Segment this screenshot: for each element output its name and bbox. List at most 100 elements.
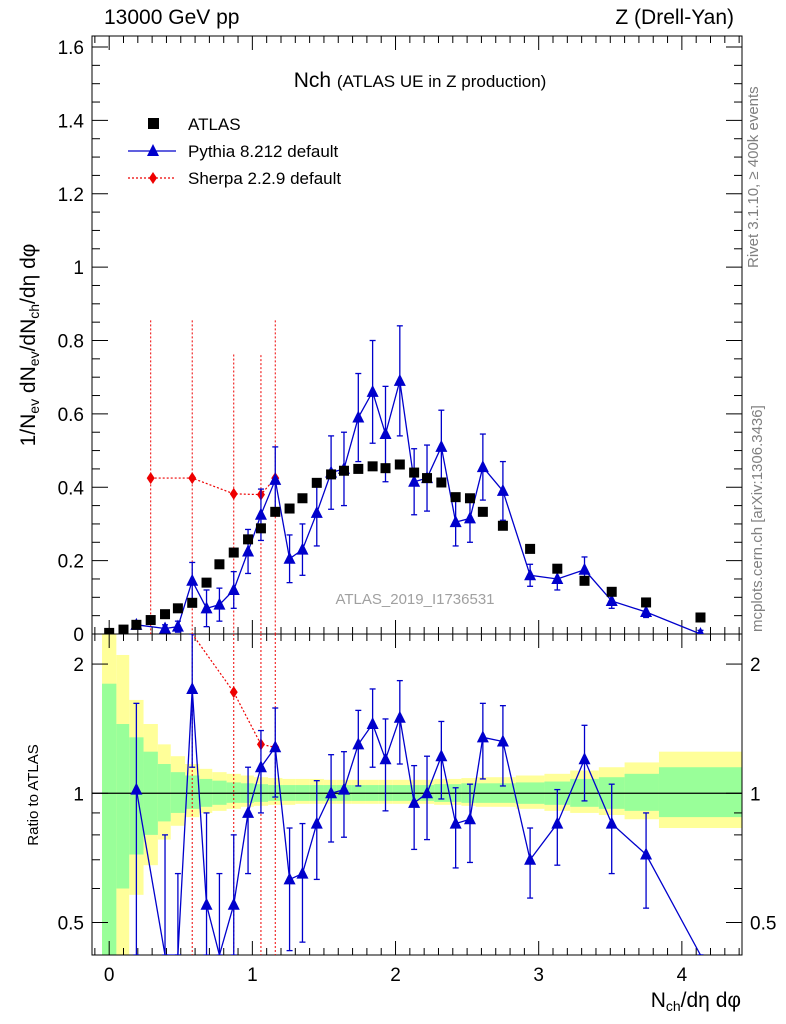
y-axis-label-part: /dη dφ — [17, 244, 40, 304]
atlas-point — [477, 506, 488, 517]
band-inner — [624, 773, 659, 811]
analysis-id: ATLAS_2019_I1736531 — [335, 591, 494, 608]
atlas-point — [131, 619, 142, 630]
pythia-point — [200, 601, 213, 614]
legend-atlas-marker — [148, 118, 159, 129]
ratio-pythia-point — [352, 737, 365, 750]
ratio-sherpa-point — [229, 686, 238, 699]
x-tick-label: 2 — [390, 965, 401, 986]
atlas-point — [104, 627, 115, 634]
y-tick-label: 1.4 — [58, 111, 85, 132]
pythia-point — [578, 562, 591, 575]
ratio-y-tick-label: 1 — [73, 784, 84, 805]
atlas-point — [255, 523, 266, 534]
ratio-pythia-point — [254, 760, 267, 773]
atlas-point — [145, 615, 156, 626]
atlas-point — [436, 477, 447, 488]
ratio-marks — [130, 634, 704, 955]
atlas-point — [214, 559, 225, 570]
atlas-point — [353, 463, 364, 474]
y-axis-label-part: ev — [26, 351, 42, 366]
ratio-pythia-point — [408, 795, 421, 808]
ratio-pythia-point — [551, 816, 564, 829]
legend-pythia-marker — [147, 144, 159, 156]
pythia-point — [449, 515, 462, 528]
pythia-point — [435, 439, 448, 452]
pythia-point — [310, 505, 323, 518]
ratio-pythia-point — [421, 786, 434, 799]
ratio-pythia-point — [186, 681, 199, 694]
atlas-point — [394, 459, 405, 470]
y-tick-label: 0.2 — [58, 552, 84, 573]
atlas-point — [172, 603, 183, 614]
band-inner — [226, 782, 241, 803]
y-tick-label: 0.4 — [58, 478, 85, 499]
sherpa-line — [150, 477, 276, 496]
ratio-pythia-point — [435, 749, 448, 762]
band-inner — [170, 772, 186, 813]
pythia-point — [171, 619, 184, 632]
ratio-y-axis-label: Ratio to ATLAS — [25, 744, 42, 845]
pythia-line — [136, 380, 701, 634]
pythia-point — [379, 427, 392, 440]
pythia-point — [408, 474, 421, 487]
pythia-point — [186, 573, 199, 586]
x-axis-label: Nch/dη dφ — [651, 989, 741, 1014]
atlas-point — [297, 493, 308, 504]
ratio-pythia-point — [296, 866, 309, 879]
atlas-point — [422, 473, 433, 484]
ratio-pythia-point — [496, 734, 509, 747]
pythia-point — [524, 568, 537, 581]
y-axis-label: 1/Nev dNev/dNch/dη dφ — [17, 244, 42, 447]
pythia-point — [476, 460, 489, 473]
ratio-pythia-point — [325, 786, 338, 799]
ratio-pythia-point — [393, 710, 406, 723]
atlas-point — [579, 575, 590, 586]
atlas-point — [326, 469, 337, 480]
pythia-point — [366, 384, 379, 397]
pythia-point — [696, 627, 704, 634]
atlas-point — [187, 597, 198, 608]
ratio-pythia-point — [200, 897, 213, 910]
pythia-point — [296, 542, 309, 555]
legend-sherpa-marker — [149, 172, 157, 184]
pythia-point — [551, 571, 564, 584]
atlas-point — [409, 467, 420, 478]
y-tick-label: 0.6 — [58, 405, 84, 426]
chart-title: Nch (ATLAS UE in Z production) — [294, 69, 547, 92]
pythia-point — [352, 410, 365, 423]
process-label: Z (Drell-Yan) — [615, 6, 734, 29]
band-inner — [116, 724, 130, 889]
legend: ATLAS Pythia 8.212 default Sherpa 2.2.9 de… — [128, 115, 341, 188]
atlas-point — [695, 612, 706, 623]
ratio-pythia-point — [379, 752, 392, 765]
y-tick-label: 1 — [73, 258, 84, 279]
ratio-pythia-point — [242, 805, 255, 818]
ratio-y-tick-label-right: 2 — [750, 655, 761, 676]
atlas-point — [525, 543, 536, 554]
pythia-point — [254, 507, 267, 520]
y-tick-label: 1.2 — [58, 185, 84, 206]
chart-subtitle: (ATLAS UE in Z production) — [337, 72, 546, 91]
y-tick-label: 0 — [73, 625, 84, 646]
x-tick-label: 0 — [104, 965, 115, 986]
atlas-point — [228, 547, 239, 558]
y-tick-label: 0.8 — [58, 332, 84, 353]
atlas-point — [552, 563, 563, 574]
atlas-point — [311, 477, 322, 488]
ratio-pythia-point — [578, 752, 591, 765]
ratio-pythia-point — [640, 847, 653, 860]
x-axis-label-part: ch — [666, 998, 681, 1014]
x-tick-label: 4 — [677, 965, 688, 986]
pythia-point — [269, 472, 282, 485]
legend-label: Pythia 8.212 default — [188, 142, 339, 161]
ratio-y-tick-label-right: 1 — [750, 784, 761, 805]
ratio-pythia-point — [269, 740, 282, 753]
pythia-point — [159, 621, 172, 634]
ratio-pythia-point — [227, 897, 240, 910]
x-axis-label-part: N — [651, 989, 666, 1012]
ratio-y-tick-label: 2 — [73, 655, 84, 676]
ratio-pythia-point — [366, 717, 379, 730]
x-tick-label: 3 — [533, 965, 544, 986]
